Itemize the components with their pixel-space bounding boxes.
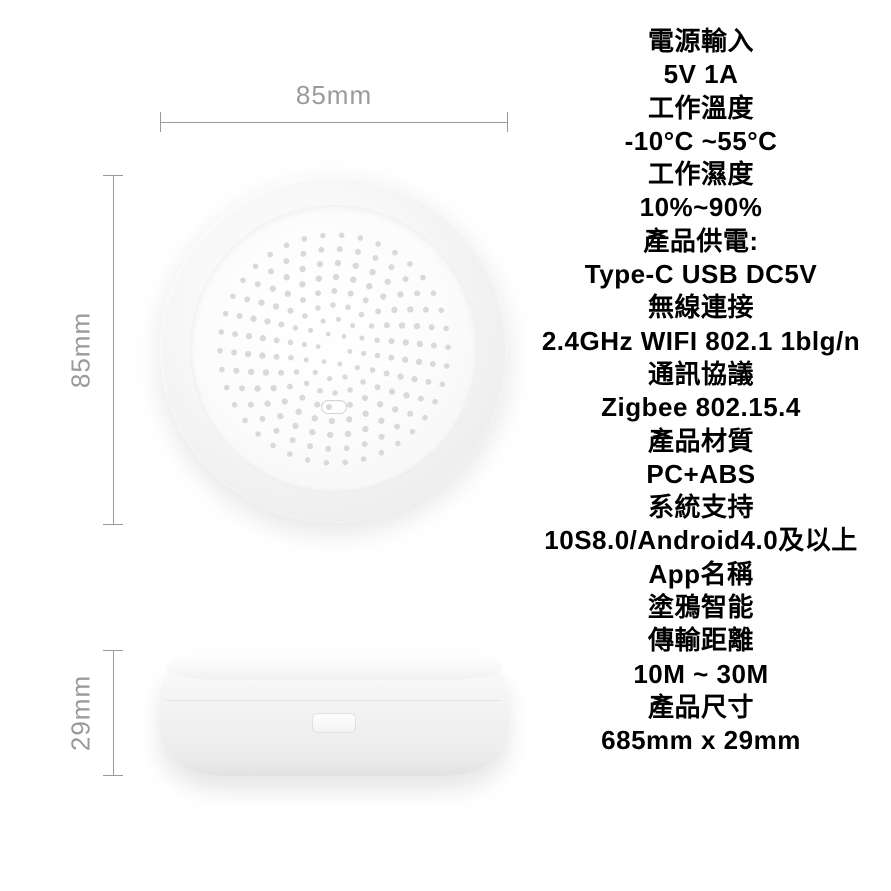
spec-line: 產品供電: xyxy=(521,228,881,255)
spec-line: 電源輸入 xyxy=(521,28,881,55)
usb-port-icon xyxy=(312,713,356,733)
spec-line: 5V 1A xyxy=(521,61,881,88)
dimension-width-label: 85mm xyxy=(296,80,372,110)
spec-line: App名稱 xyxy=(521,561,881,588)
spec-line: 產品尺寸 xyxy=(521,694,881,721)
spec-line: 685mm x 29mm xyxy=(521,727,881,754)
dimension-width-label-wrap: 85mm xyxy=(160,80,508,111)
spec-list: 電源輸入 5V 1A 工作溫度 -10°C ~55°C 工作濕度 10%~90%… xyxy=(521,22,881,761)
dimension-width-line xyxy=(160,120,508,140)
device-side-view xyxy=(160,650,508,776)
spec-line: 2.4GHz WIFI 802.1 1blg/n xyxy=(521,328,881,355)
device-top-inner xyxy=(190,205,478,493)
dimension-height-side-label: 29mm xyxy=(66,675,97,751)
spec-line: 塗鴉智能 xyxy=(521,594,881,621)
spec-line: 傳輸距離 xyxy=(521,627,881,654)
spec-line: -10°C ~55°C xyxy=(521,128,881,155)
spec-line: 工作濕度 xyxy=(521,161,881,188)
dimension-height-top-line xyxy=(105,175,125,525)
spec-line: PC+ABS xyxy=(521,461,881,488)
spec-line: 10S8.0/Android4.0及以上 xyxy=(521,527,881,554)
dimension-height-side-line xyxy=(105,650,125,776)
spec-line: 通訊協議 xyxy=(521,361,881,388)
spec-line: Zigbee 802.15.4 xyxy=(521,394,881,421)
dimension-height-side: 29mm xyxy=(55,650,115,776)
diagram-area: 85mm 85mm 29mm xyxy=(40,60,520,840)
device-top-view xyxy=(160,175,508,523)
page: 85mm 85mm 29mm xyxy=(0,0,891,891)
spec-line: 系統支持 xyxy=(521,494,881,521)
spec-line: 10%~90% xyxy=(521,194,881,221)
dimension-height-top: 85mm xyxy=(55,175,115,525)
spec-line: 工作溫度 xyxy=(521,95,881,122)
spec-line: Type-C USB DC5V xyxy=(521,261,881,288)
speaker-holes-icon xyxy=(190,205,478,493)
device-side-body xyxy=(160,650,508,776)
spec-line: 無線連接 xyxy=(521,294,881,321)
spec-line: 10M ~ 30M xyxy=(521,661,881,688)
dimension-height-top-label: 85mm xyxy=(66,312,97,388)
reset-button-icon xyxy=(321,400,347,414)
spec-line: 產品材質 xyxy=(521,428,881,455)
